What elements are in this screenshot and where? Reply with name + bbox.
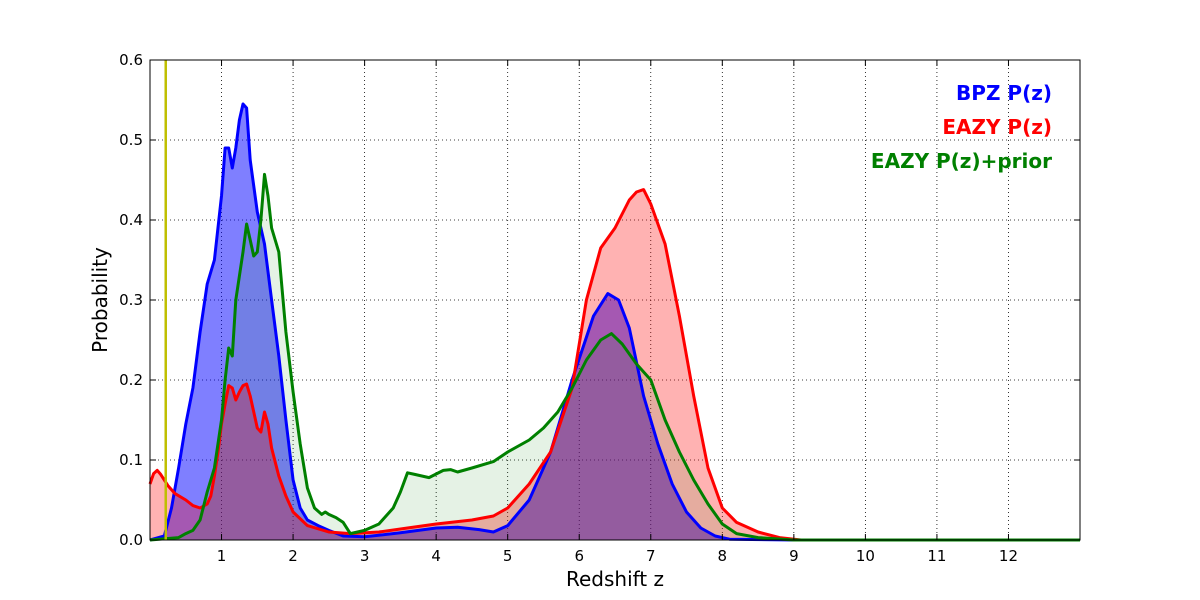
x-tick-label: 2 [288,547,298,565]
series-area-2 [150,189,1080,540]
series-fills [150,104,1080,540]
x-tick-label: 11 [927,547,946,565]
series-lines [148,102,1080,542]
x-tick-label: 7 [646,547,656,565]
x-tick-label: 9 [789,547,799,565]
legend-entry-2: EAZY P(z) [942,115,1052,139]
x-tick-label: 5 [503,547,513,565]
series-area-3 [150,174,1080,540]
x-tick-label: 10 [856,547,875,565]
x-tick-label: 3 [360,547,370,565]
y-tick-label: 0.3 [119,291,143,309]
legend: BPZ P(z) EAZY P(z) EAZY P(z)+prior [871,81,1052,173]
x-tick-label: 12 [999,547,1018,565]
y-axis-label: Probability [88,247,112,353]
legend-entry-1: BPZ P(z) [956,81,1052,105]
x-axis-label: Redshift z [566,567,664,591]
axis-ticks [150,59,1080,541]
y-tick-label: 0.5 [119,131,143,149]
series-line-2 [148,188,1080,542]
series-line-3 [149,172,1080,542]
y-tick-label: 0.0 [119,531,143,549]
y-tick-labels: 0.0 0.1 0.2 0.3 0.4 0.5 0.6 [119,51,143,549]
legend-entry-3: EAZY P(z)+prior [871,149,1052,173]
x-tick-label: 6 [574,547,584,565]
x-tick-labels: 1 2 3 4 5 6 7 8 9 10 11 12 [217,547,1018,565]
y-tick-label: 0.1 [119,451,143,469]
y-tick-label: 0.6 [119,51,143,69]
x-tick-label: 4 [431,547,441,565]
y-tick-label: 0.2 [119,371,143,389]
series-area-1 [150,104,1080,540]
x-tick-label: 1 [217,547,227,565]
y-tick-label: 0.4 [119,211,143,229]
x-tick-label: 8 [718,547,728,565]
